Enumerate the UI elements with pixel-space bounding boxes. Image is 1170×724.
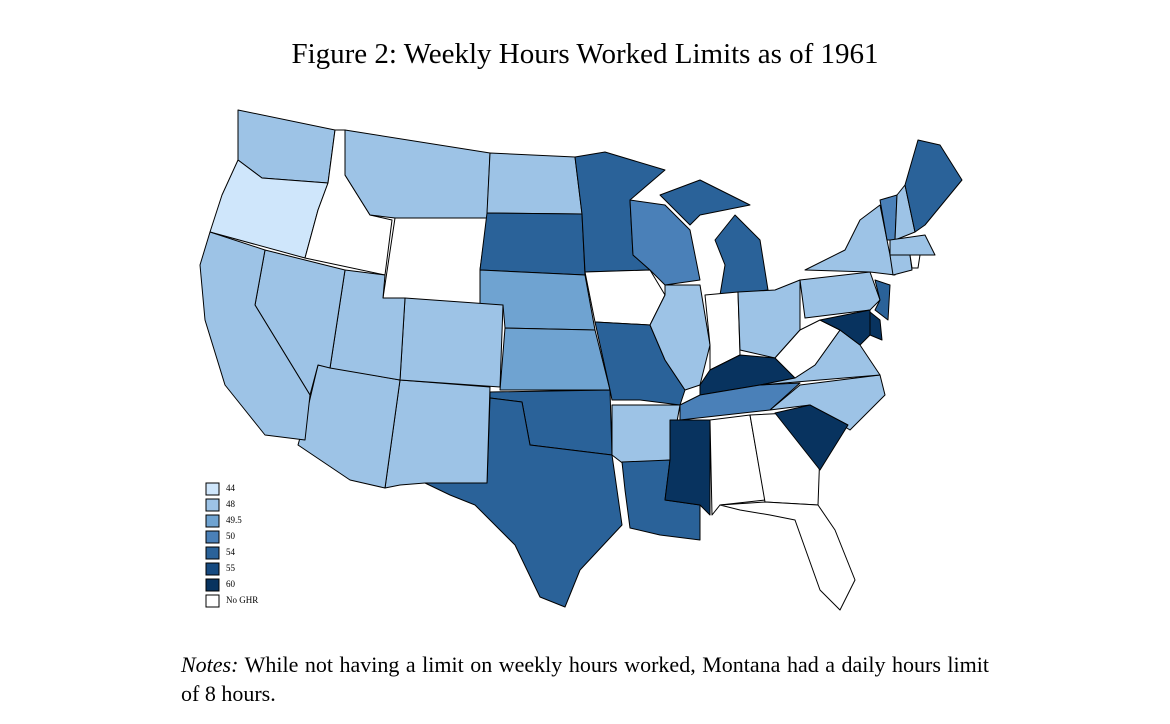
state: [399, 297, 504, 388]
figure-title: Figure 2: Weekly Hours Worked Limits as …: [291, 38, 879, 70]
state: [804, 204, 896, 276]
state: [344, 129, 491, 219]
notes: Notes: While not having a limit on weekl…: [181, 650, 989, 708]
state: [889, 234, 936, 256]
notes-text: While not having a limit on weekly hours…: [181, 652, 989, 706]
state: [774, 404, 849, 471]
legend-swatch: [205, 546, 220, 560]
legend-label: 44: [226, 483, 236, 493]
state: [709, 414, 766, 516]
legend-swatch: [205, 562, 220, 576]
legend: 44 48 49.5 50 54 55 60 No GHR: [205, 482, 258, 608]
state: [819, 309, 871, 346]
legend-swatch: [205, 498, 220, 512]
state: [664, 419, 711, 516]
notes-label: Notes:: [181, 652, 239, 677]
state: [889, 254, 913, 276]
state: [499, 327, 611, 391]
state: [382, 217, 488, 306]
legend-label: 55: [226, 563, 236, 573]
legend-label: 54: [226, 547, 236, 557]
state: [909, 254, 921, 269]
legend-swatch: [205, 514, 220, 528]
legend-label: 60: [226, 579, 236, 589]
state: [869, 311, 883, 341]
legend-label: 49.5: [226, 515, 242, 525]
state: [874, 279, 891, 321]
state: [424, 397, 623, 608]
state: [714, 214, 769, 296]
state: [719, 501, 856, 611]
legend-label: 48: [226, 499, 236, 509]
state: [904, 139, 963, 233]
legend-swatch: [205, 594, 220, 608]
legend-swatch: [205, 530, 220, 544]
legend-swatch: [205, 578, 220, 592]
state: [659, 179, 751, 226]
legend-swatch: [205, 482, 220, 496]
legend-label: No GHR: [226, 595, 258, 605]
state: [629, 199, 701, 286]
state: [486, 152, 583, 215]
legend-label: 50: [226, 531, 236, 541]
state: [479, 212, 586, 276]
map: 44 48 49.5 50 54 55 60 No GHR: [199, 109, 963, 611]
state: [799, 271, 881, 319]
state: [584, 269, 666, 326]
state: [384, 379, 491, 489]
state: [199, 231, 311, 441]
